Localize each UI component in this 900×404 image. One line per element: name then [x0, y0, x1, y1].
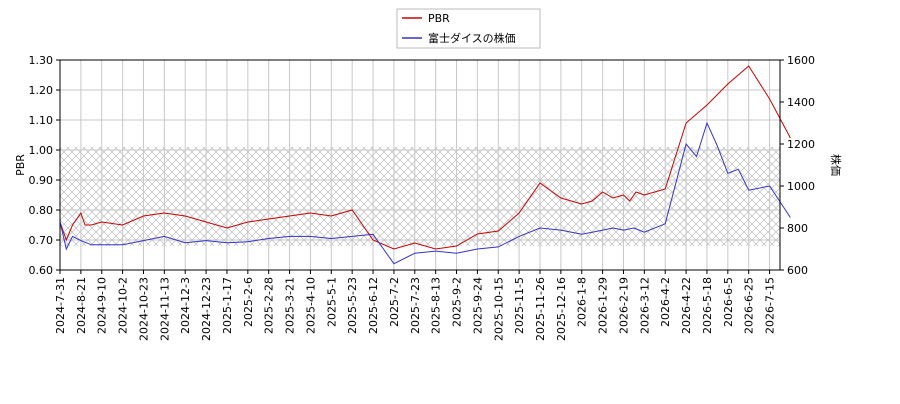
left-tick-label: 0.60: [29, 264, 54, 277]
x-tick-label: 2025-5-23: [346, 277, 359, 334]
x-tick-label: 2025-9-2: [451, 277, 464, 327]
legend-box: [396, 8, 541, 49]
x-tick-label: 2025-2-6: [242, 277, 255, 327]
right-tick-label: 1400: [787, 96, 815, 109]
right-axis-label: 株価: [829, 154, 843, 176]
series-line-pbr: [59, 65, 791, 250]
x-tick-label: 2026-6-5: [722, 277, 735, 327]
series-line-price: [59, 121, 791, 265]
left-tick-label: 0.80: [29, 204, 54, 217]
x-tick-label: 2024-8-21: [75, 277, 88, 334]
x-tick-label: 2025-12-16: [555, 277, 568, 341]
x-tick-label: 2025-9-24: [471, 277, 484, 334]
x-tick-label: 2026-1-29: [597, 277, 610, 334]
hatched-band: [60, 147, 780, 246]
right-tick-label: 1200: [787, 138, 815, 151]
left-tick-label: 1.10: [29, 114, 54, 127]
x-tick-label: 2024-10-2: [117, 277, 130, 334]
x-tick-label: 2024-10-23: [137, 277, 150, 341]
x-tick-label: 2025-2-28: [263, 277, 276, 334]
left-axis-label: PBR: [14, 154, 27, 176]
x-tick-label: 2025-4-10: [304, 277, 317, 334]
x-tick-label: 2026-3-12: [638, 277, 651, 334]
left-tick-label: 0.70: [29, 234, 54, 247]
left-tick-label: 1.00: [29, 144, 54, 157]
right-tick-label: 1600: [787, 54, 815, 67]
x-tick-label: 2025-7-2: [388, 277, 401, 327]
plot-frame: [59, 59, 781, 271]
left-tick-label: 1.20: [29, 84, 54, 97]
x-tick-label: 2025-5-1: [325, 277, 338, 327]
x-tick-label: 2025-10-15: [492, 277, 505, 341]
x-tick-label: 2025-8-13: [430, 277, 443, 334]
right-tick-label: 800: [787, 222, 808, 235]
right-tick-label: 1000: [787, 180, 815, 193]
x-tick-label: 2024-12-23: [200, 277, 213, 341]
left-tick-label: 0.90: [29, 174, 54, 187]
legend-label: PBR: [428, 12, 450, 25]
x-tick-label: 2024-11-13: [158, 277, 171, 341]
x-tick-label: 2025-1-17: [221, 277, 234, 334]
x-tick-label: 2025-3-21: [284, 277, 297, 334]
right-tick-label: 600: [787, 264, 808, 277]
x-tick-label: 2025-11-5: [513, 277, 526, 334]
x-tick-label: 2026-7-15: [764, 277, 777, 334]
x-tick-label: 2024-12-3: [179, 277, 192, 334]
x-tick-label: 2026-2-19: [617, 277, 630, 334]
x-tick-label: 2026-6-25: [743, 277, 756, 334]
x-tick-label: 2026-4-2: [659, 277, 672, 327]
x-tick-label: 2026-1-8: [576, 277, 589, 327]
x-tick-label: 2026-5-18: [701, 277, 714, 334]
x-tick-label: 2025-11-26: [534, 277, 547, 341]
x-tick-label: 2024-7-31: [54, 277, 67, 334]
legend-label: 富士ダイスの株価: [428, 31, 516, 45]
left-tick-label: 1.30: [29, 54, 54, 67]
x-tick-label: 2026-4-22: [680, 277, 693, 334]
x-tick-label: 2025-6-12: [367, 277, 380, 334]
x-tick-label: 2024-9-10: [96, 277, 109, 334]
x-tick-label: 2025-7-23: [409, 277, 422, 334]
